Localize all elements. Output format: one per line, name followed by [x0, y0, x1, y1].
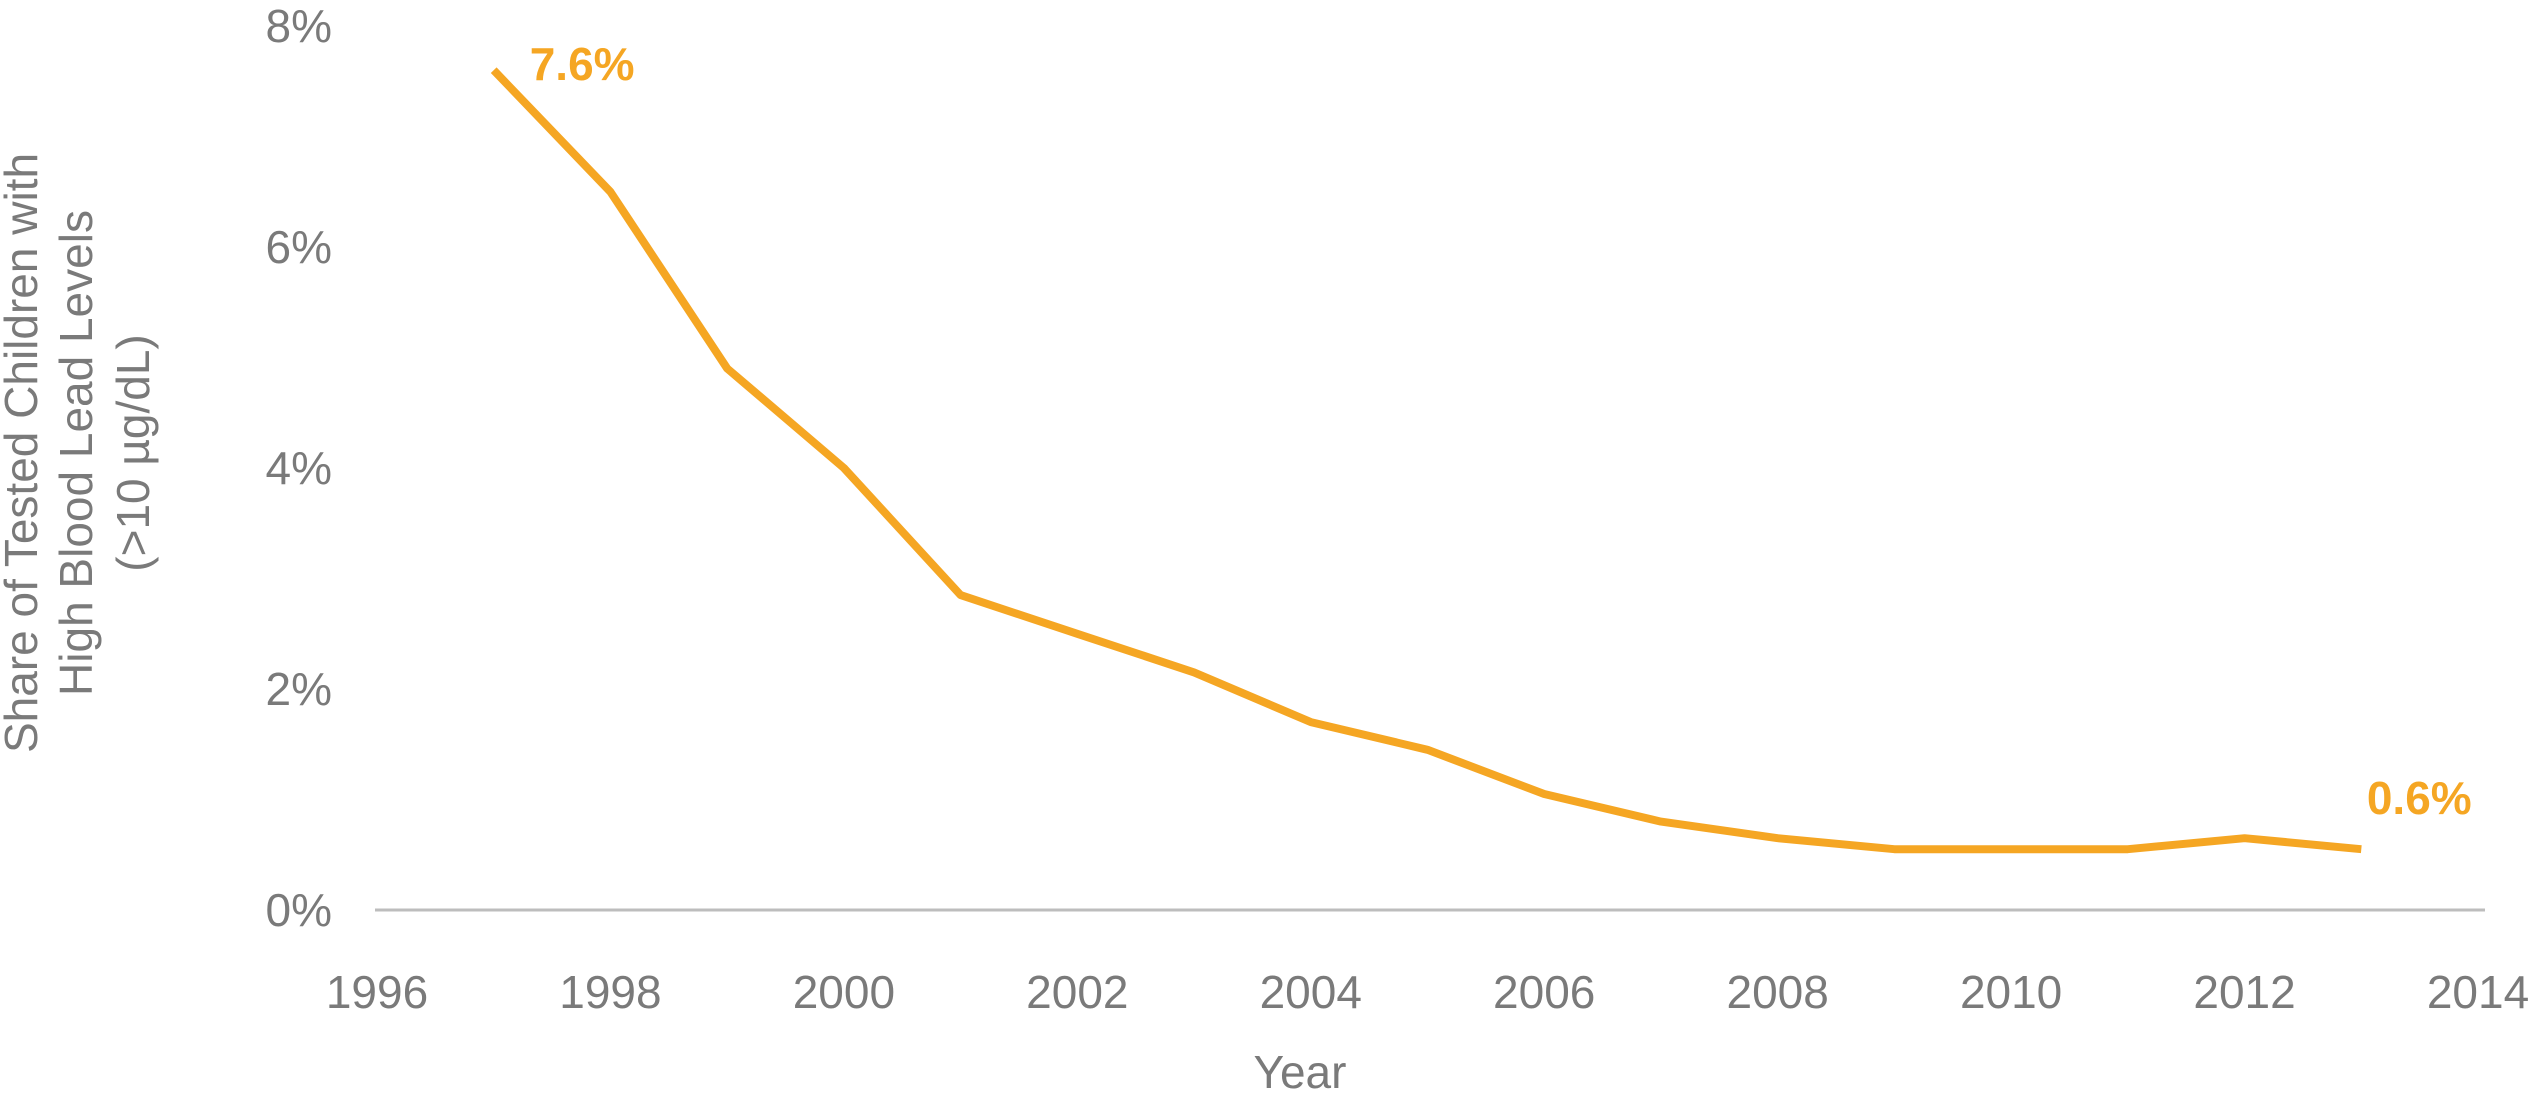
data-label: 7.6%	[530, 38, 635, 90]
data-annotations: 7.6% 0.6%	[530, 38, 2472, 824]
y-axis-title-line-2: High Blood Lead Levels	[50, 210, 102, 696]
x-tick-label: 2006	[1493, 966, 1595, 1018]
y-tick-label: 2%	[266, 663, 332, 715]
y-tick-label: 6%	[266, 221, 332, 273]
x-tick-label: 2004	[1260, 966, 1362, 1018]
y-tick-label: 8%	[266, 0, 332, 52]
x-tick-label: 2010	[1960, 966, 2062, 1018]
y-tick-labels: 0% 2% 4% 6% 8%	[266, 0, 332, 936]
y-tick-label: 4%	[266, 442, 332, 494]
x-tick-label: 2014	[2427, 966, 2529, 1018]
y-axis-title-line-1: Share of Tested Children with	[0, 153, 47, 753]
x-tick-label: 2008	[1726, 966, 1828, 1018]
y-tick-label: 0%	[266, 884, 332, 936]
x-tick-label: 2000	[793, 966, 895, 1018]
y-axis-title-line-3: (>10 µg/dL)	[107, 334, 159, 571]
data-label: 0.6%	[2367, 772, 2472, 824]
x-tick-labels: 1996 1998 2000 2002 2004 2006 2008 2010 2012 2014	[326, 966, 2529, 1018]
x-tick-label: 1998	[559, 966, 661, 1018]
x-tick-label: 2002	[1026, 966, 1128, 1018]
x-tick-label: 2012	[2193, 966, 2295, 1018]
series-line	[490, 67, 2362, 854]
x-axis-title: Year	[1254, 1046, 1347, 1098]
y-axis-title: Share of Tested Children with High Blood…	[0, 153, 159, 753]
x-tick-label: 1996	[326, 966, 428, 1018]
